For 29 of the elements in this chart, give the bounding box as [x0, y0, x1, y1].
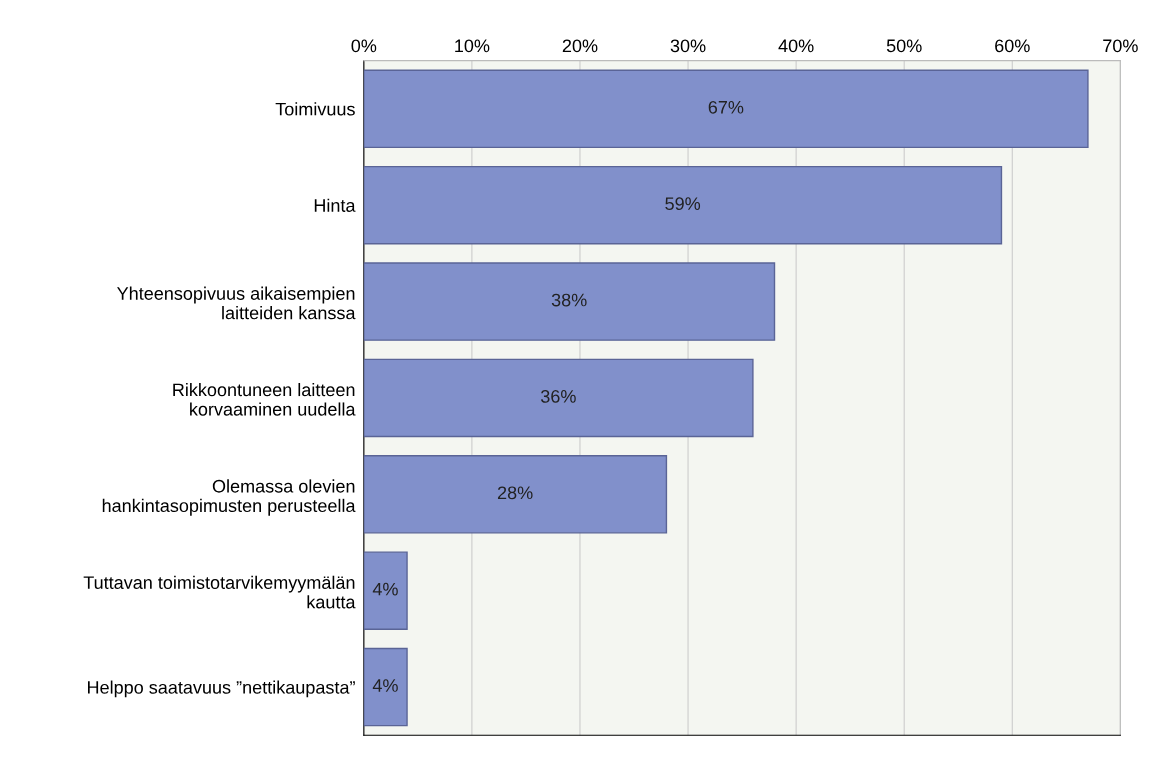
x-tick-label: 60% — [995, 39, 1030, 53]
bar — [363, 165, 1003, 245]
y-tick-label: Hinta — [314, 198, 356, 212]
x-tick-label: 70% — [1103, 39, 1138, 53]
data-label: 38% — [551, 293, 587, 307]
data-label: 4% — [372, 679, 398, 692]
bar — [363, 262, 776, 341]
bar — [363, 647, 408, 727]
data-label: 4% — [372, 582, 398, 596]
bar — [363, 551, 408, 630]
y-tick-label: Olemassa olevien hankintasopimusten perusteella — [102, 479, 356, 516]
x-tick-label: 20% — [562, 39, 598, 53]
y-tick-label: Tuttavan toimistotarvikemyymälän kautta — [83, 575, 356, 609]
data-label: 67% — [708, 100, 744, 114]
x-tick-label: 30% — [670, 39, 706, 53]
x-tick-label: 10% — [455, 39, 490, 53]
data-label: 59% — [665, 197, 701, 211]
bar — [363, 69, 1089, 149]
y-tick-label: Helppo saatavuus ”nettikaupasta” — [88, 680, 355, 698]
y-tick-label: Toimivuus — [275, 102, 355, 116]
x-tick-label: 40% — [778, 39, 814, 53]
x-tick-label: 0% — [351, 39, 377, 53]
data-label: 36% — [540, 390, 576, 403]
x-tick-label: 50% — [886, 39, 922, 53]
bar — [363, 358, 754, 438]
y-tick-label: Rikkoontuneen laitteen korvaaminen uudella — [173, 382, 356, 416]
y-tick-label: Yhteensopivuus aikaisempien laitteiden kanssa — [117, 286, 356, 320]
bar — [363, 455, 668, 534]
data-label: 28% — [497, 486, 533, 500]
